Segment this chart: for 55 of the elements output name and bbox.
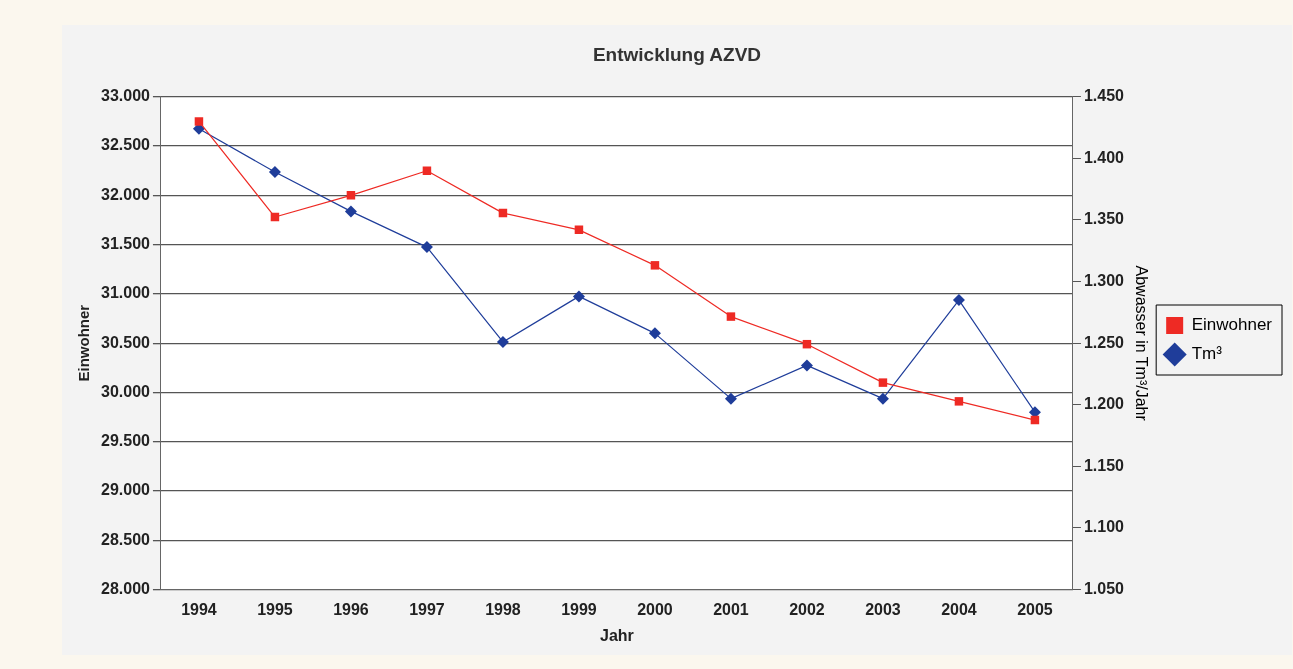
point	[650, 261, 660, 270]
x-tick-label: 1994	[181, 600, 217, 618]
y-tick-label: 29.000	[101, 481, 151, 499]
point	[876, 392, 889, 405]
point	[346, 191, 356, 200]
point	[420, 241, 433, 254]
y2-tick-label: 1.400	[1083, 148, 1125, 166]
y2-tick-label: 1.150	[1083, 456, 1125, 474]
point	[726, 312, 736, 321]
y2-tick-label: 1.450	[1083, 87, 1125, 105]
point	[344, 205, 357, 218]
x-tick-label: 2003	[865, 600, 901, 618]
point	[954, 397, 964, 406]
y-tick-label: 29.500	[101, 432, 151, 450]
x-tick-label: 1995	[257, 600, 293, 618]
y-tick-label: 28.500	[101, 530, 151, 548]
y2-tick-label: 1.300	[1083, 272, 1125, 290]
y2-tick-label: 1.350	[1083, 210, 1125, 228]
x-tick-label: 1997	[409, 600, 445, 618]
x-tick-label: 1996	[333, 600, 369, 618]
y-tick-label: 33.000	[101, 87, 151, 105]
y2-tick-label: 1.100	[1083, 518, 1125, 536]
x-tick-label: 1999	[561, 600, 597, 618]
point	[878, 378, 888, 387]
y-axis-title: Einwohner	[75, 304, 93, 382]
point	[800, 359, 813, 372]
x-tick-label: 2004	[941, 600, 977, 618]
y-tick-label: 31.500	[101, 235, 151, 253]
chart-title: Entwicklung AZVD	[592, 43, 762, 65]
x-tick-label: 1998	[485, 600, 521, 618]
legend-label: Tm³	[1191, 344, 1223, 364]
x-axis-title: Jahr	[600, 626, 634, 644]
legend-label: Einwohner	[1191, 315, 1273, 335]
x-tick-label: 2002	[789, 600, 825, 618]
point	[572, 290, 585, 303]
point	[422, 166, 432, 175]
y2-axis-title: Abwasser in Tm³/Jahr	[1133, 265, 1151, 422]
y-tick-label: 30.000	[101, 382, 151, 400]
point	[496, 335, 509, 348]
y-tick-label: 32.500	[101, 136, 151, 154]
y2-tick-label: 1.200	[1083, 395, 1125, 413]
point	[724, 392, 737, 405]
point	[268, 165, 281, 178]
y-tick-label: 28.000	[101, 580, 151, 598]
y-tick-label: 30.500	[101, 333, 151, 351]
x-tick-label: 2005	[1017, 600, 1053, 618]
point	[952, 294, 965, 307]
point	[194, 117, 204, 126]
y2-tick-label: 1.250	[1083, 333, 1125, 351]
x-tick-label: 2000	[637, 600, 673, 618]
y-tick-label: 32.000	[101, 185, 151, 203]
point	[648, 327, 661, 340]
y2-tick-label: 1.050	[1083, 580, 1125, 598]
y-tick-label: 31.000	[101, 284, 151, 302]
x-tick-label: 2001	[713, 600, 749, 618]
